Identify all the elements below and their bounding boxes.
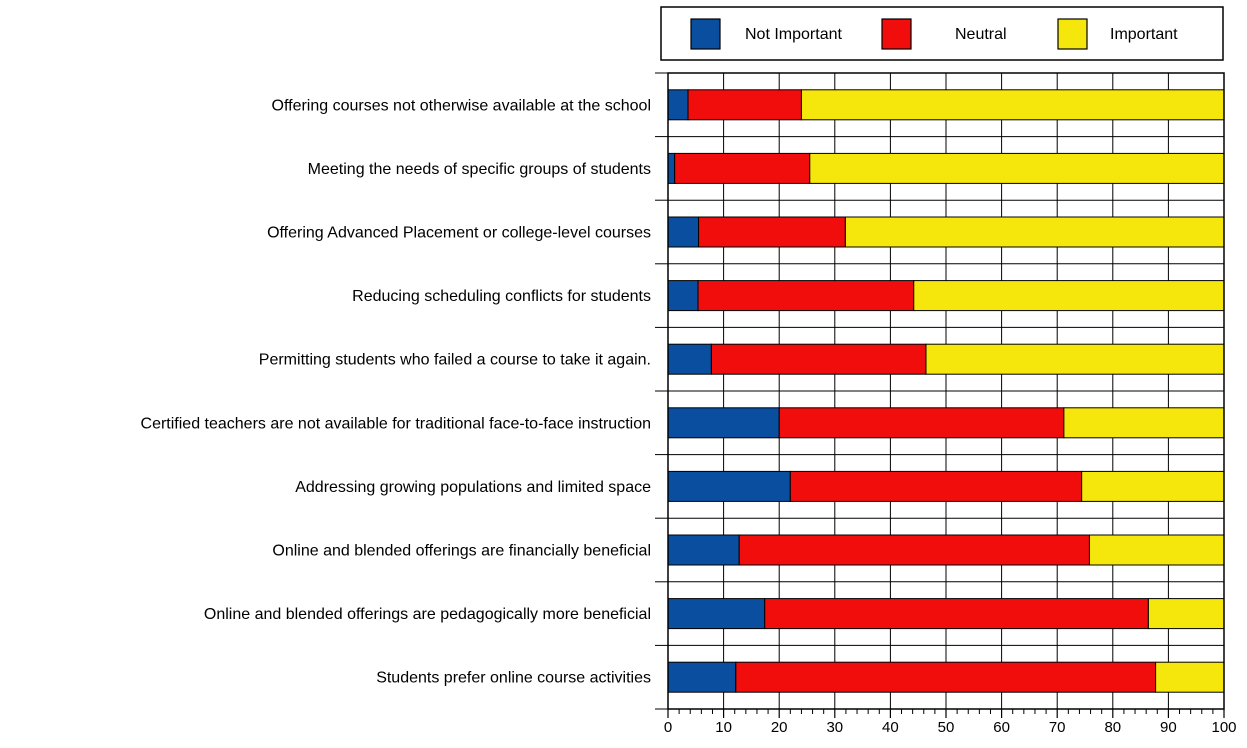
bars: [667, 89, 1225, 693]
bar-important: [925, 343, 1225, 375]
category-label: Online and blended offerings are financi…: [272, 543, 651, 560]
category-label: Certified teachers are not available for…: [141, 415, 651, 432]
bar-neutral: [674, 152, 811, 184]
bar-neutral: [789, 470, 1083, 502]
legend: Not Important Neutral Important: [660, 6, 1224, 61]
legend-swatch: [690, 18, 721, 50]
bar-important: [913, 280, 1225, 312]
bar-important: [1147, 598, 1225, 630]
category-ticks: [655, 72, 668, 710]
category-label: Students prefer online course activities: [376, 670, 651, 687]
bar-important: [809, 152, 1225, 184]
x-tick-label: 100: [1211, 719, 1236, 736]
bar-not-important: [667, 534, 740, 566]
x-tick-label: 30: [826, 719, 843, 736]
legend-swatch: [881, 18, 912, 50]
bar-important: [1063, 407, 1225, 439]
x-tick-label: 80: [1104, 719, 1121, 736]
bar-not-important: [667, 343, 712, 375]
bar-neutral: [698, 216, 846, 248]
bar-important: [800, 89, 1225, 121]
bar-not-important: [667, 598, 766, 630]
bar-important: [844, 216, 1225, 248]
x-tick-label: 10: [715, 719, 732, 736]
bar-neutral: [778, 407, 1065, 439]
bar-not-important: [667, 280, 699, 312]
bar-neutral: [697, 280, 915, 312]
bar-not-important: [667, 470, 791, 502]
category-label: Addressing growing populations and limit…: [295, 479, 651, 496]
bar-not-important: [667, 216, 700, 248]
bar-important: [1081, 470, 1225, 502]
x-tick-label: 50: [938, 719, 955, 736]
x-tick-label: 40: [882, 719, 899, 736]
bar-neutral: [764, 598, 1149, 630]
legend-box: [660, 6, 1224, 61]
category-label: Offering Advanced Placement or college-l…: [267, 225, 651, 242]
x-axis-ticks: [667, 709, 1225, 718]
x-tick-label: 90: [1160, 719, 1177, 736]
category-label: Meeting the needs of specific groups of …: [308, 161, 651, 178]
bar-neutral: [738, 534, 1090, 566]
category-label: Reducing scheduling conflicts for studen…: [352, 288, 651, 305]
legend-label: Not Important: [745, 26, 842, 43]
legend-label: Important: [1110, 26, 1178, 43]
bar-neutral: [710, 343, 927, 375]
bar-not-important: [667, 407, 780, 439]
bar-neutral: [735, 661, 1157, 693]
x-tick-label: 60: [993, 719, 1010, 736]
bar-important: [1088, 534, 1225, 566]
category-label: Permitting students who failed a course …: [259, 352, 651, 369]
legend-swatch: [1057, 18, 1088, 50]
x-axis-tick-labels: 0 10 20 30 40 50 60 70 80 90 100: [664, 719, 1237, 736]
bar-important: [1155, 661, 1225, 693]
x-tick-label: 20: [771, 719, 788, 736]
x-tick-label: 70: [1049, 719, 1066, 736]
bar-not-important: [667, 661, 737, 693]
bar-not-important: [667, 89, 689, 121]
category-label: Online and blended offerings are pedagog…: [204, 606, 651, 623]
category-label: Offering courses not otherwise available…: [272, 97, 651, 114]
bar-neutral: [687, 89, 802, 121]
x-tick-label: 0: [664, 719, 672, 736]
legend-label: Neutral: [955, 26, 1007, 43]
bar-not-important: [667, 152, 676, 184]
category-labels: Offering courses not otherwise available…: [141, 97, 652, 686]
